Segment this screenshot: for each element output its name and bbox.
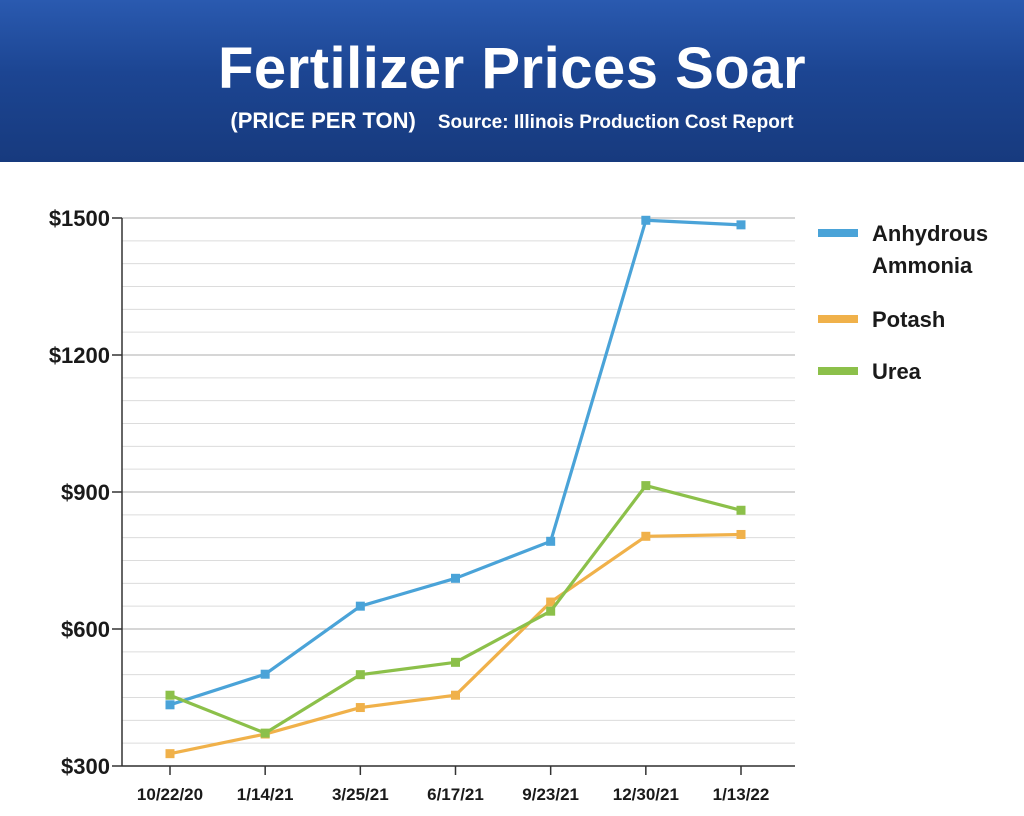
data-point-urea [165,690,175,700]
data-point-potash [451,690,460,700]
x-tick-label: 12/30/21 [613,785,679,804]
y-tick-label: $1500 [49,206,110,231]
source-label: Source: Illinois Production Cost Report [437,112,794,133]
data-point-anhydrous-ammonia [355,601,365,611]
legend-swatch-urea [818,367,858,375]
legend-swatch-anhydrous-ammonia [818,229,858,237]
series-line-anhydrous-ammonia [169,218,742,707]
unit-label: (PRICE PER TON) [230,108,416,133]
chart-title: Fertilizer Prices Soar [217,36,807,101]
x-tick-label: 1/14/21 [237,785,294,804]
data-point-anhydrous-ammonia [451,573,460,583]
data-point-potash [736,529,746,539]
data-point-potash [641,531,651,541]
x-tick-label: 1/13/22 [713,785,770,804]
data-point-potash [165,749,175,759]
data-point-urea [451,657,460,667]
data-point-anhydrous-ammonia [641,215,651,225]
legend-label-anhydrous-ammonia: Anhydrous [872,221,988,246]
data-point-anhydrous-ammonia [546,536,556,546]
title-banner: Fertilizer Prices Soar (PRICE PER TON) So… [0,0,1024,162]
data-point-potash [355,703,365,713]
legend-swatch-potash [818,315,858,323]
y-tick-label: $1200 [49,343,110,368]
data-point-anhydrous-ammonia [260,669,270,679]
subtitle-row: (PRICE PER TON) Source: Illinois Producti… [0,108,1024,136]
x-tick-label: 10/22/20 [137,785,203,804]
data-point-urea [736,505,746,515]
y-tick-label: $900 [61,480,110,505]
x-tick-label: 6/17/21 [427,785,484,804]
legend-label-urea: Urea [872,359,922,384]
data-point-anhydrous-ammonia [736,220,746,230]
data-point-urea [355,670,365,680]
data-point-urea [260,728,270,738]
x-tick-label: 9/23/21 [522,785,579,804]
data-point-potash [546,597,556,607]
x-tick-label: 3/25/21 [332,785,389,804]
y-tick-label: $600 [61,617,110,642]
data-point-anhydrous-ammonia [165,700,175,710]
data-point-urea [641,481,651,491]
line-chart: $300 $600 $900 $1200 $1500 10/22/20 1/14/21 3/2… [49,206,988,804]
legend-label-potash: Potash [872,307,945,332]
data-point-urea [546,606,556,616]
chart-area: $300 $600 $900 $1200 $1500 10/22/20 1/14/21 3/2… [0,162,1024,816]
y-tick-label: $300 [61,754,110,779]
legend-label-anhydrous-ammonia: Ammonia [872,253,973,278]
